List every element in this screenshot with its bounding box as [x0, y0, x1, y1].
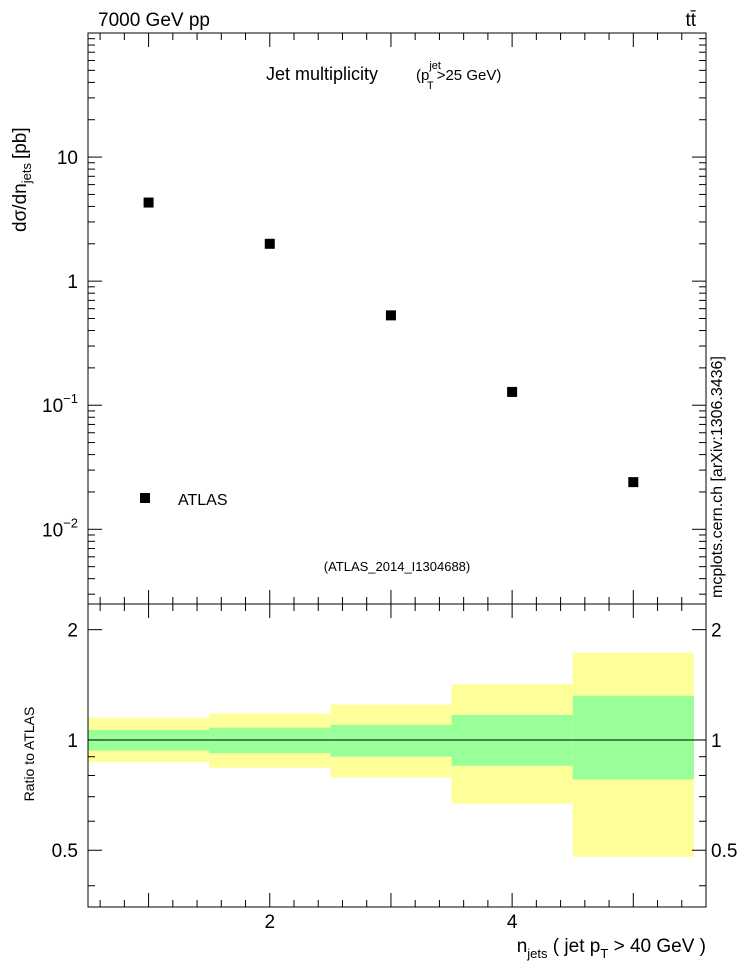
legend-label: ATLAS	[178, 492, 228, 509]
atlas-point	[507, 386, 518, 397]
analysis-label: (ATLAS_2014_I1304688)	[324, 559, 470, 574]
x-label-main: n	[517, 936, 528, 957]
title-cut-sup: jet	[428, 60, 441, 72]
x-label-rest: > 40 GeV )	[608, 936, 706, 957]
title-cut-rest: >25 GeV)	[437, 67, 502, 84]
y-label-unit: [pb]	[10, 127, 31, 159]
ratio-y-tick-label-left: 2	[67, 621, 78, 642]
y-axis-label: dσ/dnjets [pb]	[10, 127, 34, 232]
main-title: Jet multiplicity	[266, 64, 378, 84]
x-label-mid: ( jet p	[548, 936, 601, 957]
ratio-frame	[87, 603, 707, 908]
energy-label: 7000 GeV pp	[98, 10, 210, 31]
title-cut: (pjet T>25 GeV)	[416, 60, 501, 92]
x-tick-label: 4	[507, 912, 518, 933]
process-label: tt̄	[685, 10, 696, 31]
title-cut-open: (p	[416, 67, 429, 84]
x-axis-label: njets ( jet pT > 40 GeV )	[517, 936, 706, 961]
y-label-sub: jets	[19, 163, 34, 185]
atlas-point	[264, 238, 275, 249]
ratio-panel: 2 2 1 1 0.5 0.5 2 4 Ratio to ATLAS	[21, 603, 737, 933]
main-y-tick-label: 1	[67, 272, 78, 293]
ratio-y-tick-label-right: 2	[711, 621, 722, 642]
main-y-tick-label: 10−2	[42, 515, 78, 541]
y-label-main: dσ/dn	[10, 183, 31, 232]
legend-marker	[140, 493, 150, 503]
ratio-band-inner	[572, 695, 694, 780]
side-label: mcplots.cern.ch [arXiv:1306.3436]	[709, 356, 726, 598]
ratio-band-inner	[330, 724, 452, 757]
title-cut-sub: T	[427, 80, 434, 92]
ratio-y-tick-label-right: 0.5	[711, 841, 737, 862]
atlas-point	[143, 197, 154, 208]
ratio-y-label: Ratio to ATLAS	[21, 707, 37, 802]
x-label-sub: jets	[526, 946, 548, 961]
atlas-point	[385, 310, 396, 321]
ratio-y-tick-label-left: 0.5	[52, 841, 78, 862]
x-tick-label: 2	[264, 912, 275, 933]
main-panel: Jet multiplicity (pjet T>25 GeV) dσ/dnjet…	[10, 32, 707, 605]
ratio-y-tick-label-right: 1	[711, 731, 722, 752]
main-y-tick-label: 10−1	[42, 391, 78, 417]
main-y-tick-label: 10	[57, 148, 78, 169]
main-frame	[87, 32, 707, 605]
ratio-y-tick-label-left: 1	[67, 731, 78, 752]
atlas-point	[628, 477, 639, 488]
ratio-band-inner	[209, 727, 331, 754]
x-label-sub2: T	[600, 946, 608, 961]
